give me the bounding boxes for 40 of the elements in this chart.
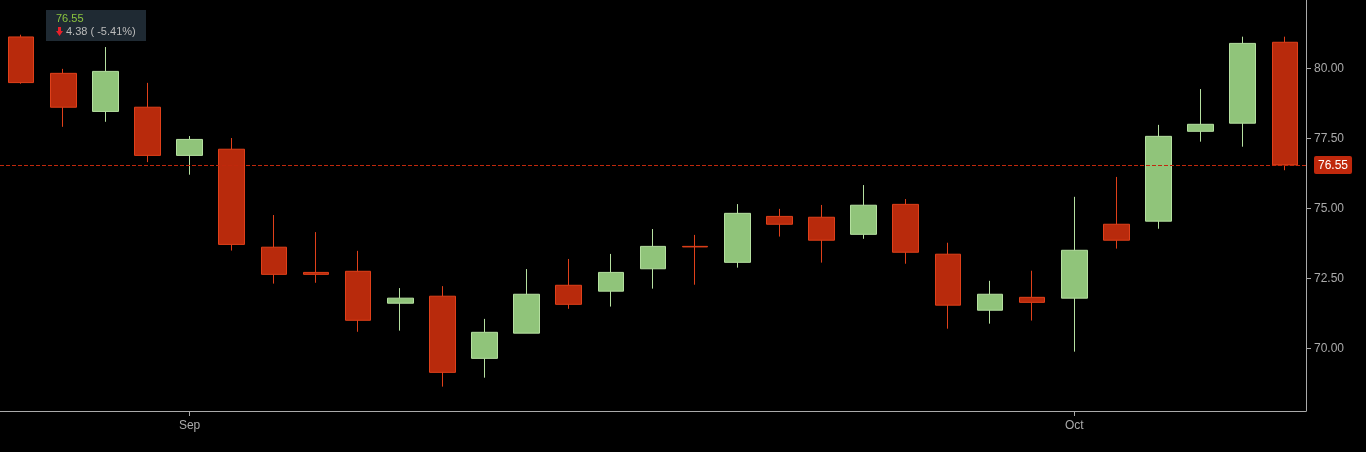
candlestick xyxy=(387,287,414,332)
candlestick xyxy=(977,280,1003,325)
candlestick xyxy=(92,46,119,123)
candlestick xyxy=(555,258,582,310)
quote-panel: 76.55 4.38 ( -5.41%) xyxy=(46,10,146,41)
candlestick xyxy=(935,242,961,330)
candlestick xyxy=(1187,88,1214,143)
candlestick xyxy=(598,253,624,308)
y-tick-label: 75.00 xyxy=(1314,201,1345,216)
x-tick-label: Sep xyxy=(178,418,201,432)
candlestick xyxy=(682,234,708,286)
candlestick xyxy=(471,318,498,379)
candlestick xyxy=(1061,196,1088,353)
candlestick xyxy=(1229,36,1256,148)
candlestick xyxy=(1103,176,1130,250)
candlestick xyxy=(1019,270,1045,322)
candlestick xyxy=(134,82,161,163)
candlestick xyxy=(724,203,751,269)
y-tick-label: 70.00 xyxy=(1314,341,1345,356)
candlestick xyxy=(513,268,540,334)
candlestick xyxy=(50,68,77,128)
candlestick xyxy=(1145,124,1172,230)
candlestick xyxy=(303,231,329,284)
y-tick-label: 80.00 xyxy=(1314,61,1345,76)
x-tick-label: Oct xyxy=(1064,418,1085,432)
annotation: 76.55 xyxy=(56,12,85,25)
candlestick xyxy=(808,204,835,264)
candlestick xyxy=(640,228,666,290)
candlestick xyxy=(850,184,877,240)
annotation: 4.38 ( -5.41%) xyxy=(66,25,136,38)
y-tick-label: 72.50 xyxy=(1314,271,1345,286)
candlestick xyxy=(261,214,287,285)
y-tick-label: 77.50 xyxy=(1314,131,1345,146)
candlestick xyxy=(429,285,456,388)
candlestick xyxy=(766,208,793,238)
ref-line-label: 76.55 xyxy=(1318,157,1349,172)
candlestick xyxy=(892,198,919,265)
candlestick xyxy=(8,34,34,85)
candlestick xyxy=(176,135,203,176)
candlestick xyxy=(345,250,371,333)
